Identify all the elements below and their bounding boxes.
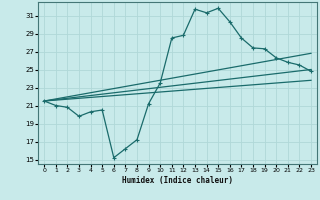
X-axis label: Humidex (Indice chaleur): Humidex (Indice chaleur) xyxy=(122,176,233,185)
